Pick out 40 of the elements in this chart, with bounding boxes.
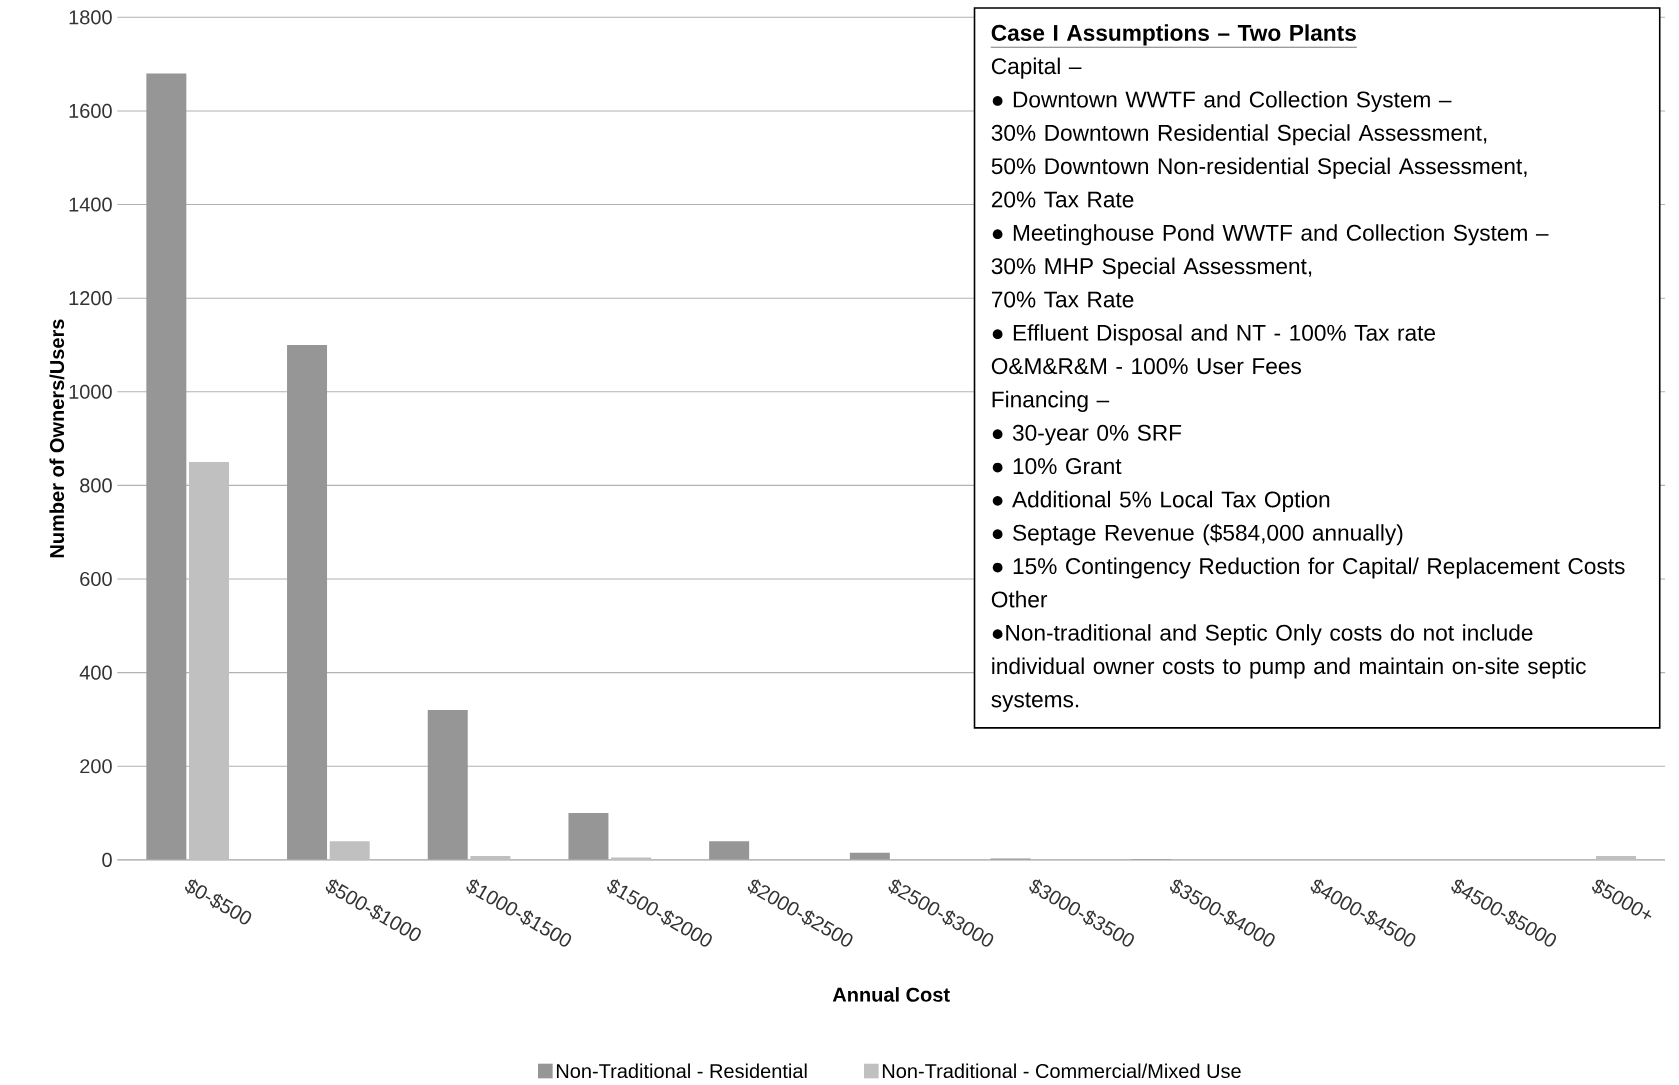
annotation: 30% MHP Special Assessment, [991, 257, 1312, 279]
annotation: ●Non-traditional and Septic Only costs do not include individual owner costs to pump and maintain on-site septic systems. [991, 624, 1586, 712]
annotation: ● 10% Grant [992, 457, 1122, 475]
y-tick-label: 600 [80, 571, 112, 586]
bar [329, 841, 370, 860]
bar [568, 812, 609, 860]
y-axis-title: Number of Owners/Users [49, 319, 65, 558]
y-tick-label: 1400 [69, 197, 112, 212]
y-tick-label: 200 [80, 759, 112, 774]
bar [427, 709, 468, 860]
y-tick-label: 1600 [69, 103, 112, 118]
annotation: 20% Tax Rate [991, 191, 1134, 208]
annotation: ● Effluent Disposal and NT - 100% Tax rate [992, 324, 1436, 346]
bar [709, 841, 750, 860]
annotation: Capital – [991, 57, 1082, 79]
y-tick-label: 400 [79, 665, 112, 680]
annotation: ● Additional 5% Local Tax Option [992, 490, 1330, 512]
y-tick-label: 0 [102, 852, 112, 867]
legend-label: Non-Traditional - Commercial/Mixed Use [882, 1063, 1241, 1078]
annotation: Other [991, 590, 1048, 608]
y-tick-label: 1200 [69, 290, 112, 306]
annotation: 30% Downtown Residential Special Assessment, [991, 124, 1487, 146]
y-tick-label: 1800 [69, 10, 112, 25]
bar [189, 461, 229, 860]
annotation: 50% Downtown Non-residential Special Assessment, [991, 157, 1527, 179]
y-tick-label: 1000 [69, 384, 112, 399]
annotation: ● 15% Contingency Reduction for Capital/ Replacement Costs [992, 557, 1625, 579]
annotation: ● Septage Revenue ($584,000 annually) [992, 523, 1403, 546]
bar [287, 344, 328, 860]
annotation: 70% Tax Rate [991, 291, 1134, 308]
annotation: O&M&R&M - 100% User Fees [991, 358, 1301, 375]
annotation: ● Downtown WWTF and Collection System – [992, 90, 1452, 112]
legend-label: Non-Traditional - Residential [556, 1063, 807, 1078]
annotation: ● Meetinghouse Pond WWTF and Collection System – [992, 224, 1549, 246]
bar [146, 73, 187, 860]
x-axis-title: Annual Cost [832, 986, 950, 1002]
y-tick-label: 800 [80, 478, 112, 493]
annotation: ● 30-year 0% SRF [992, 424, 1182, 446]
annotation: Case I Assumptions – Two Plants [991, 24, 1356, 46]
annotation: Financing – [992, 390, 1110, 412]
